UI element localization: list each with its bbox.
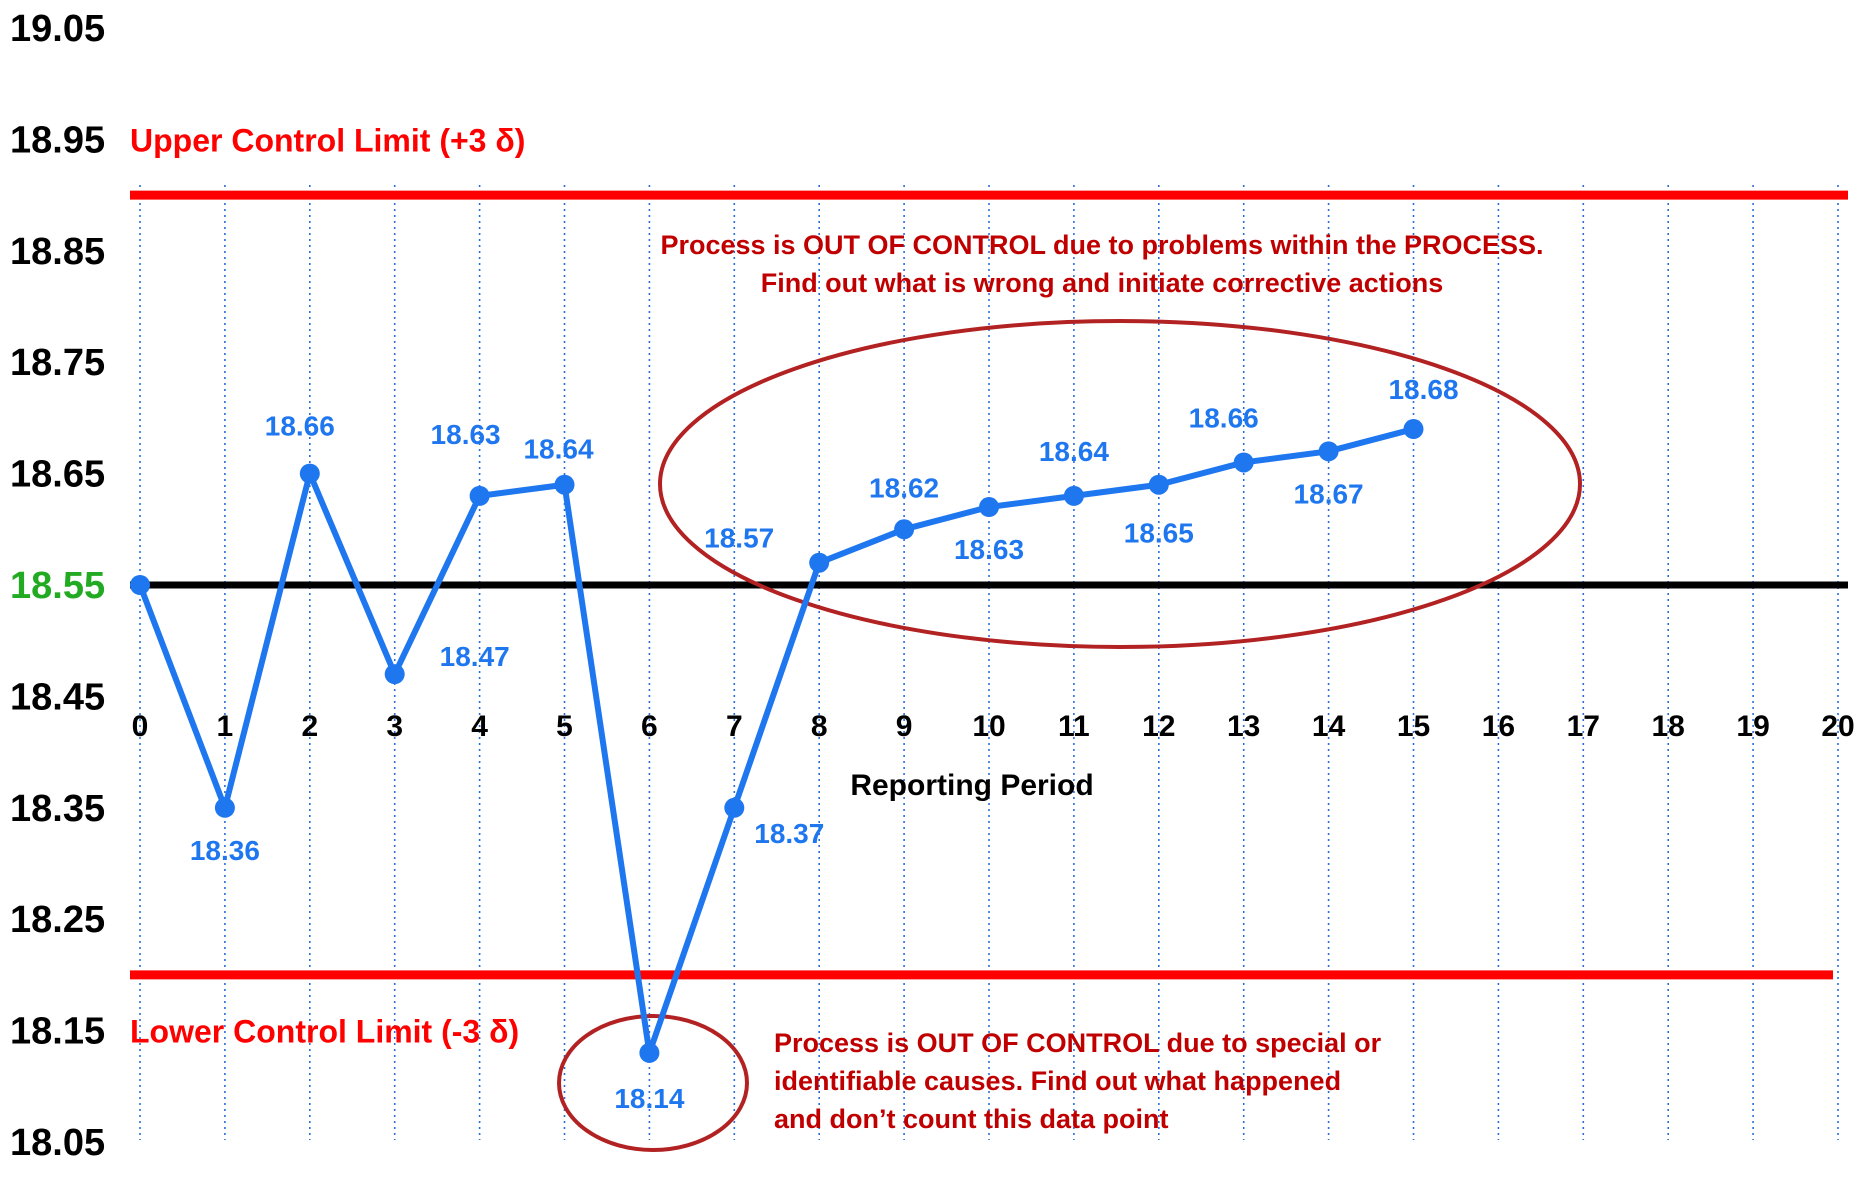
data-point bbox=[130, 575, 150, 595]
data-label: 18.36 bbox=[190, 835, 260, 866]
data-label: 18.57 bbox=[704, 523, 774, 554]
x-tick-label: 1 bbox=[217, 710, 234, 743]
data-point bbox=[809, 552, 830, 573]
x-tick-label: 17 bbox=[1567, 710, 1600, 743]
data-label: 18.63 bbox=[431, 419, 501, 450]
data-label: 18.14 bbox=[614, 1083, 684, 1114]
outlier-highlight-ellipse bbox=[557, 1014, 749, 1152]
x-tick-label: 4 bbox=[471, 710, 488, 743]
trend-highlight-ellipse bbox=[658, 319, 1582, 649]
x-tick-label: 19 bbox=[1736, 710, 1769, 743]
x-tick-label: 3 bbox=[386, 710, 403, 743]
x-tick-label: 7 bbox=[726, 710, 743, 743]
x-tick-label: 9 bbox=[896, 710, 913, 743]
x-tick-label: 20 bbox=[1821, 710, 1854, 743]
annotation-process-problem-line: Find out what is wrong and initiate corr… bbox=[761, 268, 1444, 298]
annotation-process-problem-line: Process is OUT OF CONTROL due to problem… bbox=[660, 230, 1543, 260]
data-point bbox=[1403, 419, 1424, 440]
y-tick-label: 18.25 bbox=[10, 899, 105, 941]
y-tick-label: 19.05 bbox=[10, 8, 105, 50]
y-tick-label: 18.65 bbox=[10, 454, 105, 496]
data-point bbox=[639, 1042, 660, 1063]
data-series bbox=[130, 419, 1424, 1063]
x-tick-label: 10 bbox=[972, 710, 1005, 743]
data-point bbox=[724, 797, 745, 818]
y-tick-label: 18.35 bbox=[10, 788, 105, 830]
y-tick-label: 18.55 bbox=[10, 565, 105, 607]
x-tick-label: 2 bbox=[301, 710, 318, 743]
data-label: 18.37 bbox=[754, 818, 824, 849]
x-tick-label: 6 bbox=[641, 710, 658, 743]
data-point bbox=[214, 797, 235, 818]
y-axis-labels: 19.05 18.95 18.85 18.75 18.65 18.55 18.45 18.35… bbox=[10, 8, 105, 1164]
x-tick-label: 15 bbox=[1397, 710, 1430, 743]
annotation-special-cause-line: Process is OUT OF CONTROL due to special… bbox=[774, 1028, 1382, 1058]
data-label: 18.64 bbox=[523, 434, 593, 465]
data-label: 18.66 bbox=[1189, 402, 1259, 433]
data-label: 18.66 bbox=[265, 411, 335, 442]
series-line bbox=[137, 426, 1415, 1056]
y-tick-label: 18.45 bbox=[10, 676, 105, 718]
data-point bbox=[554, 474, 575, 495]
y-tick-label: 18.75 bbox=[10, 342, 105, 384]
data-label: 18.68 bbox=[1388, 374, 1458, 405]
data-point bbox=[979, 497, 999, 518]
upper-control-limit-label: Upper Control Limit (+3 δ) bbox=[130, 122, 525, 158]
x-tick-label: 14 bbox=[1312, 710, 1346, 743]
y-tick-label: 18.05 bbox=[10, 1122, 105, 1164]
data-labels: 18.36 18.66 18.47 18.63 18.64 18.14 18.37 18.57… bbox=[190, 374, 1459, 1114]
annotations: Process is OUT OF CONTROL due to problem… bbox=[660, 230, 1543, 1134]
highlight-ellipses bbox=[557, 319, 1582, 1152]
x-axis-labels: 0 1 2 3 4 5 6 7 8 9 10 11 12 13 14 15 16 17 18 19 20 bbox=[132, 710, 1855, 743]
y-tick-label: 18.15 bbox=[10, 1011, 105, 1053]
data-point bbox=[384, 664, 405, 685]
x-tick-label: 0 bbox=[132, 710, 149, 743]
data-label: 18.47 bbox=[440, 641, 510, 672]
data-label: 18.63 bbox=[954, 534, 1024, 565]
data-label: 18.64 bbox=[1039, 436, 1109, 467]
data-point bbox=[1318, 441, 1339, 462]
x-tick-label: 16 bbox=[1482, 710, 1515, 743]
x-axis-title: Reporting Period bbox=[850, 769, 1093, 802]
data-label: 18.65 bbox=[1124, 518, 1194, 549]
y-tick-label: 18.85 bbox=[10, 231, 105, 273]
x-tick-label: 13 bbox=[1227, 710, 1260, 743]
data-point bbox=[299, 463, 320, 484]
y-tick-label: 18.95 bbox=[10, 119, 105, 161]
control-limits: Upper Control Limit (+3 δ) Lower Control … bbox=[130, 122, 1848, 1050]
data-point bbox=[469, 485, 490, 506]
annotation-special-cause-line: identifiable causes. Find out what happe… bbox=[774, 1066, 1341, 1096]
data-point bbox=[1233, 452, 1254, 473]
data-point bbox=[1148, 474, 1169, 495]
lower-control-limit-label: Lower Control Limit (-3 δ) bbox=[130, 1014, 519, 1050]
data-point bbox=[894, 519, 915, 540]
data-point bbox=[1063, 485, 1084, 506]
x-tick-label: 11 bbox=[1058, 710, 1090, 743]
x-tick-label: 8 bbox=[811, 710, 828, 743]
data-label: 18.67 bbox=[1294, 478, 1364, 509]
annotation-special-cause-line: and don’t count this data point bbox=[774, 1104, 1168, 1134]
x-tick-label: 12 bbox=[1142, 710, 1175, 743]
x-tick-label: 18 bbox=[1652, 710, 1685, 743]
x-tick-label: 5 bbox=[556, 710, 573, 743]
data-label: 18.62 bbox=[869, 472, 939, 503]
